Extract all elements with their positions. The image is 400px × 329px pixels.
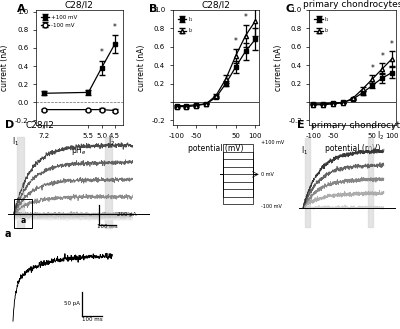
Y-axis label: current (nA): current (nA): [274, 44, 283, 90]
Y-axis label: current (nA): current (nA): [137, 44, 146, 90]
X-axis label: potential (mV): potential (mV): [188, 144, 244, 153]
Text: 100 ms: 100 ms: [82, 317, 103, 322]
Text: +100 mV: +100 mV: [261, 139, 284, 145]
Text: E: E: [297, 120, 305, 130]
Text: I$_1$: I$_1$: [12, 136, 20, 148]
Text: I$_2$: I$_2$: [108, 136, 116, 148]
Text: *: *: [253, 0, 257, 3]
Title: C28/I2: C28/I2: [202, 0, 230, 9]
Text: I$_2$: I$_2$: [377, 130, 384, 142]
Bar: [18, 137, 24, 228]
Text: C: C: [285, 4, 293, 14]
X-axis label: pH$_e$: pH$_e$: [72, 144, 87, 157]
Title: primary chondrocytes: primary chondrocytes: [303, 0, 400, 9]
Text: A: A: [17, 4, 26, 14]
Text: 200 pA: 200 pA: [117, 212, 136, 217]
Bar: [14, 199, 32, 228]
Text: 0 mV: 0 mV: [261, 172, 274, 177]
Text: *: *: [390, 40, 394, 49]
Text: a: a: [4, 229, 11, 239]
Text: *: *: [244, 13, 248, 22]
X-axis label: potential (mV): potential (mV): [325, 144, 380, 153]
Text: D: D: [5, 120, 14, 130]
Text: B: B: [148, 4, 157, 14]
Legend: +100 mV, -100 mV: +100 mV, -100 mV: [39, 13, 80, 30]
Y-axis label: current (nA): current (nA): [0, 44, 9, 90]
Text: primary chondrocytes: primary chondrocytes: [311, 121, 400, 130]
Legend: I$_1$, I$_2$: I$_1$, I$_2$: [176, 13, 196, 38]
Text: a: a: [20, 216, 26, 225]
Title: C28/I2: C28/I2: [65, 0, 94, 9]
Text: *: *: [370, 64, 374, 73]
Text: *: *: [100, 48, 104, 57]
Text: C28/I2: C28/I2: [25, 121, 54, 130]
Bar: [368, 138, 372, 226]
Text: I$_1$: I$_1$: [301, 144, 308, 157]
Text: *: *: [234, 37, 238, 46]
Bar: [306, 138, 310, 226]
Text: -100 mV: -100 mV: [261, 204, 282, 209]
Bar: [105, 137, 112, 228]
Text: 50 pA: 50 pA: [64, 301, 80, 306]
Text: *: *: [113, 23, 117, 32]
Legend: I$_1$, I$_2$: I$_1$, I$_2$: [312, 13, 332, 38]
Text: *: *: [380, 52, 384, 62]
Text: 100 ms: 100 ms: [97, 224, 118, 229]
